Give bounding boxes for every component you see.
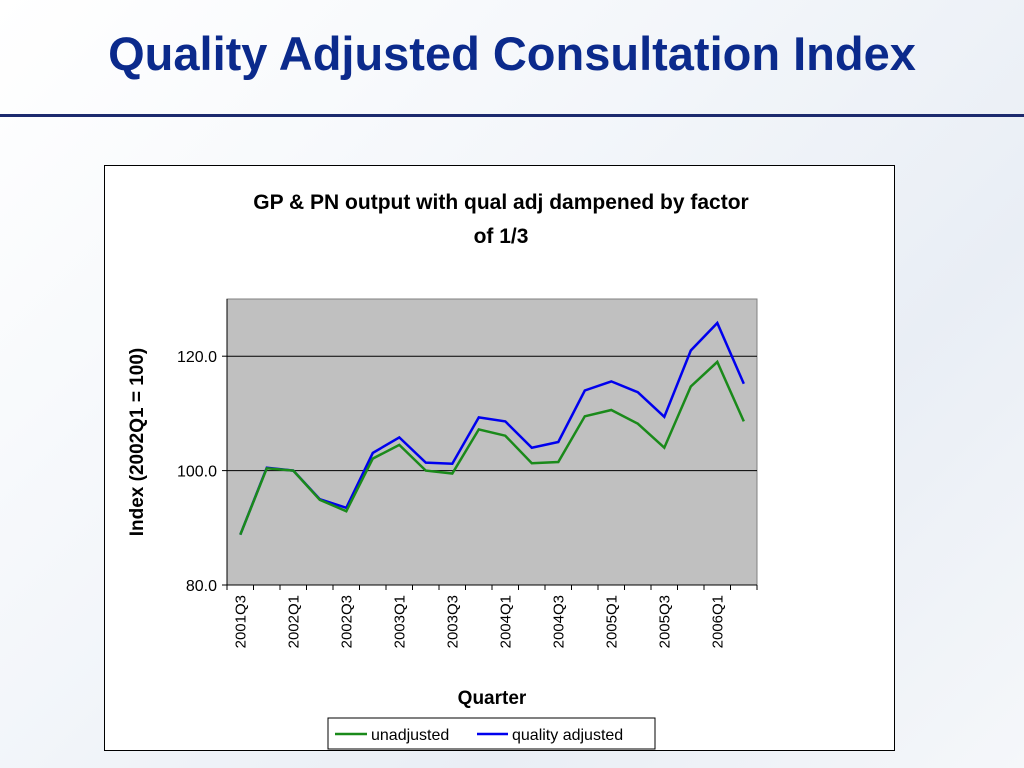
x-tick-label: 2001Q3 bbox=[232, 595, 249, 648]
y-axis-label: Index (2002Q1 = 100) bbox=[127, 348, 148, 537]
x-tick-label: 2005Q1 bbox=[603, 595, 620, 648]
x-tick-label: 2004Q1 bbox=[497, 595, 514, 648]
legend-label-quality-adjusted: quality adjusted bbox=[512, 727, 623, 744]
title-divider bbox=[0, 114, 1024, 117]
y-tick-label: 80.0 bbox=[186, 578, 217, 595]
x-tick-label: 2006Q1 bbox=[709, 595, 726, 648]
x-axis-label: Quarter bbox=[458, 688, 527, 709]
legend: unadjusted quality adjusted bbox=[327, 717, 656, 750]
chart-title-line-1: GP & PN output with qual adj dampened by… bbox=[253, 191, 748, 214]
x-tick-label: 2005Q3 bbox=[656, 595, 673, 648]
y-tick-label: 120.0 bbox=[177, 349, 217, 366]
slide-title: Quality Adjusted Consultation Index bbox=[108, 27, 916, 80]
series-line-unadjusted bbox=[239, 359, 745, 536]
x-tick-label: 2002Q1 bbox=[285, 595, 302, 648]
legend-label-unadjusted: unadjusted bbox=[371, 727, 449, 744]
x-tick-label: 2003Q3 bbox=[444, 595, 461, 648]
plot-area bbox=[226, 298, 758, 586]
line-chart: GP & PN output with qual adj dampened by… bbox=[127, 191, 758, 750]
y-tick-label: 100.0 bbox=[177, 464, 217, 481]
chart-title-line-2: of 1/3 bbox=[474, 225, 529, 248]
x-tick-label: 2003Q1 bbox=[391, 595, 408, 648]
x-tick-label: 2002Q3 bbox=[338, 595, 355, 648]
x-tick-label: 2004Q3 bbox=[550, 595, 567, 648]
chart-frame: GP & PN output with qual adj dampened by… bbox=[104, 165, 895, 751]
